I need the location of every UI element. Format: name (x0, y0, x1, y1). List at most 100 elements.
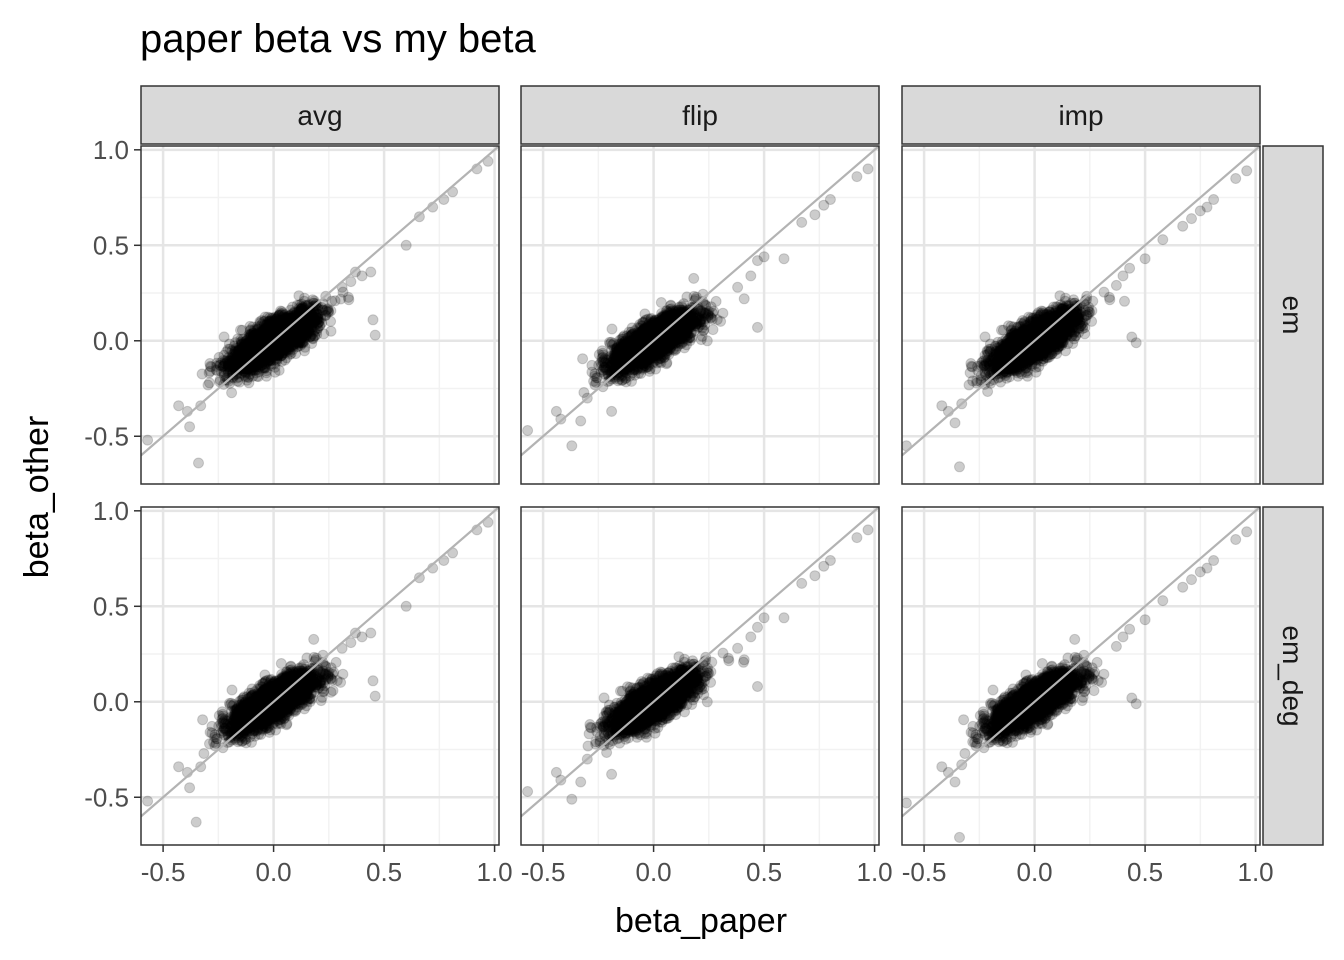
point (303, 326, 315, 337)
point (214, 359, 226, 371)
point (243, 343, 255, 355)
point (263, 327, 275, 338)
point (254, 336, 266, 348)
point (280, 314, 292, 326)
strip-box (901, 85, 1261, 145)
point (236, 337, 248, 349)
point (228, 361, 240, 373)
point (256, 342, 268, 354)
point (288, 336, 300, 348)
point (306, 308, 318, 320)
point (265, 347, 277, 359)
point (263, 351, 275, 363)
point (242, 351, 253, 363)
point (259, 315, 271, 327)
point (271, 346, 283, 358)
point (315, 311, 327, 323)
point (243, 377, 255, 389)
point (266, 339, 278, 351)
point (217, 355, 229, 366)
point (242, 346, 254, 358)
point (231, 375, 243, 387)
point (279, 326, 291, 338)
point (264, 326, 276, 338)
point (258, 334, 270, 346)
point (259, 311, 271, 323)
point (271, 333, 283, 345)
point (270, 314, 282, 326)
point (253, 337, 265, 349)
point (243, 348, 254, 360)
point (226, 345, 238, 357)
point (260, 327, 272, 339)
point (259, 332, 271, 343)
point (273, 364, 285, 376)
point (272, 343, 284, 355)
point (267, 343, 279, 355)
point (253, 339, 265, 350)
point (269, 326, 281, 338)
point (260, 331, 272, 343)
point (265, 318, 277, 330)
point (298, 335, 310, 347)
point (286, 326, 298, 338)
point (251, 360, 263, 372)
point (280, 342, 292, 354)
point (265, 339, 277, 350)
point (284, 331, 295, 343)
point (271, 325, 283, 337)
point (262, 333, 274, 344)
point (286, 328, 298, 340)
point (277, 334, 289, 346)
point (259, 329, 271, 341)
point (256, 337, 268, 349)
point (302, 316, 314, 328)
point (242, 347, 254, 359)
point (264, 323, 276, 335)
point (298, 306, 310, 318)
point (299, 292, 310, 304)
point (263, 337, 275, 348)
point (232, 345, 244, 357)
point (276, 335, 288, 347)
point (291, 338, 303, 350)
point (284, 323, 296, 335)
point (245, 345, 257, 357)
point (296, 323, 308, 335)
point (277, 311, 289, 323)
point (292, 326, 304, 338)
point (272, 312, 283, 324)
point (236, 351, 248, 363)
point (259, 328, 271, 340)
point (275, 335, 287, 347)
point (250, 334, 262, 346)
point (235, 324, 246, 336)
point (255, 332, 267, 344)
point (289, 307, 301, 319)
point (295, 323, 307, 335)
point (253, 331, 265, 343)
point (286, 312, 298, 324)
point (280, 333, 292, 345)
point (265, 326, 277, 338)
point (249, 329, 261, 341)
point (312, 323, 324, 334)
point (290, 327, 302, 339)
point (275, 335, 287, 347)
point (281, 341, 293, 353)
point (688, 272, 700, 284)
point (283, 329, 295, 341)
point (252, 341, 264, 353)
point (252, 323, 264, 335)
point (242, 367, 254, 378)
point (283, 319, 295, 331)
point (280, 338, 292, 349)
point (273, 310, 285, 322)
point (262, 324, 274, 336)
point (282, 324, 294, 336)
point (256, 334, 268, 346)
point (290, 308, 302, 320)
point (239, 338, 251, 350)
point (240, 344, 252, 356)
